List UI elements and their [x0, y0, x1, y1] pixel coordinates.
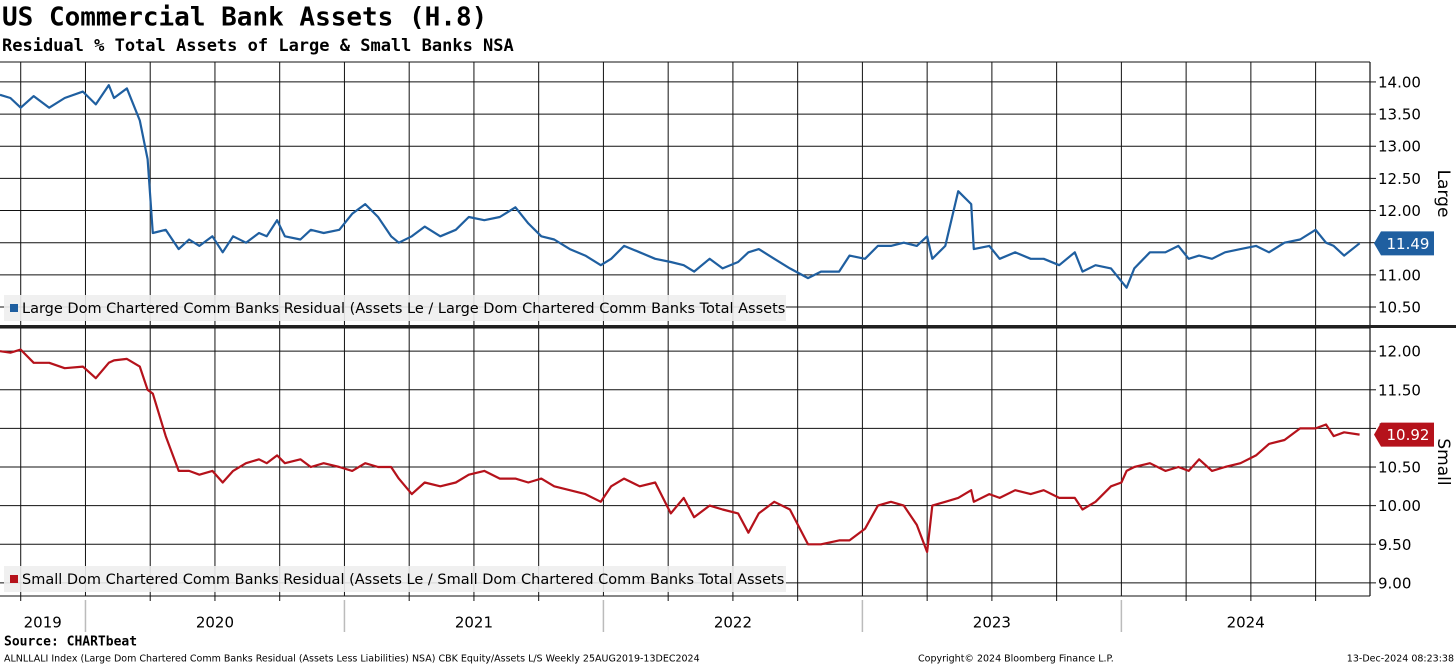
y-tick-label: 11.00 — [1378, 266, 1421, 284]
last-value-box — [1374, 231, 1434, 256]
legend: Large Dom Chartered Comm Banks Residual … — [4, 295, 786, 321]
y-tick-label: 13.50 — [1378, 106, 1421, 124]
y-tick-label: 10.50 — [1378, 459, 1421, 477]
legend-label: Small Dom Chartered Comm Banks Residual … — [22, 572, 784, 588]
footnote: ALNLLALI Index (Large Dom Chartered Comm… — [4, 654, 700, 665]
y-tick-label: 12.00 — [1378, 343, 1421, 361]
last-value-label: 11.49 — [1387, 235, 1430, 253]
legend-box — [4, 295, 786, 321]
data-line — [0, 84, 1361, 289]
y-tick-label: 10.00 — [1378, 497, 1421, 515]
data-line — [0, 348, 1360, 554]
y-tick-label: 13.00 — [1378, 138, 1421, 156]
panel-separator — [0, 325, 1456, 328]
legend: Small Dom Chartered Comm Banks Residual … — [4, 566, 786, 592]
source: Source: CHARTbeat — [4, 635, 137, 650]
y-tick-label: 10.50 — [1378, 298, 1421, 316]
x-tick-label: 2022 — [714, 614, 752, 632]
chart-title: US Commercial Bank Assets (H.8) — [2, 3, 487, 33]
chart-subtitle: Residual % Total Assets of Large & Small… — [2, 36, 514, 56]
timestamp: 13-Dec-2024 08:23:38 — [1347, 654, 1454, 665]
x-tick-label: 2020 — [196, 614, 234, 632]
x-tick-label: 2024 — [1227, 614, 1265, 632]
y-tick-label: 9.50 — [1378, 536, 1411, 554]
y-tick-label: 11.50 — [1378, 381, 1421, 399]
y-tick-label: 12.00 — [1378, 202, 1421, 220]
legend-swatch — [10, 304, 18, 312]
legend-swatch — [10, 575, 18, 583]
y-axis-title: Small — [1433, 438, 1453, 485]
legend-box — [4, 566, 786, 592]
x-tick-label: 2021 — [455, 614, 493, 632]
x-tick-label: 2019 — [24, 614, 62, 632]
x-tick-label: 2023 — [973, 614, 1011, 632]
y-tick-label: 9.00 — [1378, 574, 1411, 592]
y-tick-label: 14.00 — [1378, 73, 1421, 91]
y-axis-title: Large — [1433, 170, 1453, 218]
legend-label: Large Dom Chartered Comm Banks Residual … — [22, 301, 785, 317]
last-value-label: 10.92 — [1387, 426, 1430, 444]
y-tick-label: 12.50 — [1378, 170, 1421, 188]
last-value-box — [1374, 422, 1434, 447]
copyright: Copyright© 2024 Bloomberg Finance L.P. — [918, 654, 1114, 665]
